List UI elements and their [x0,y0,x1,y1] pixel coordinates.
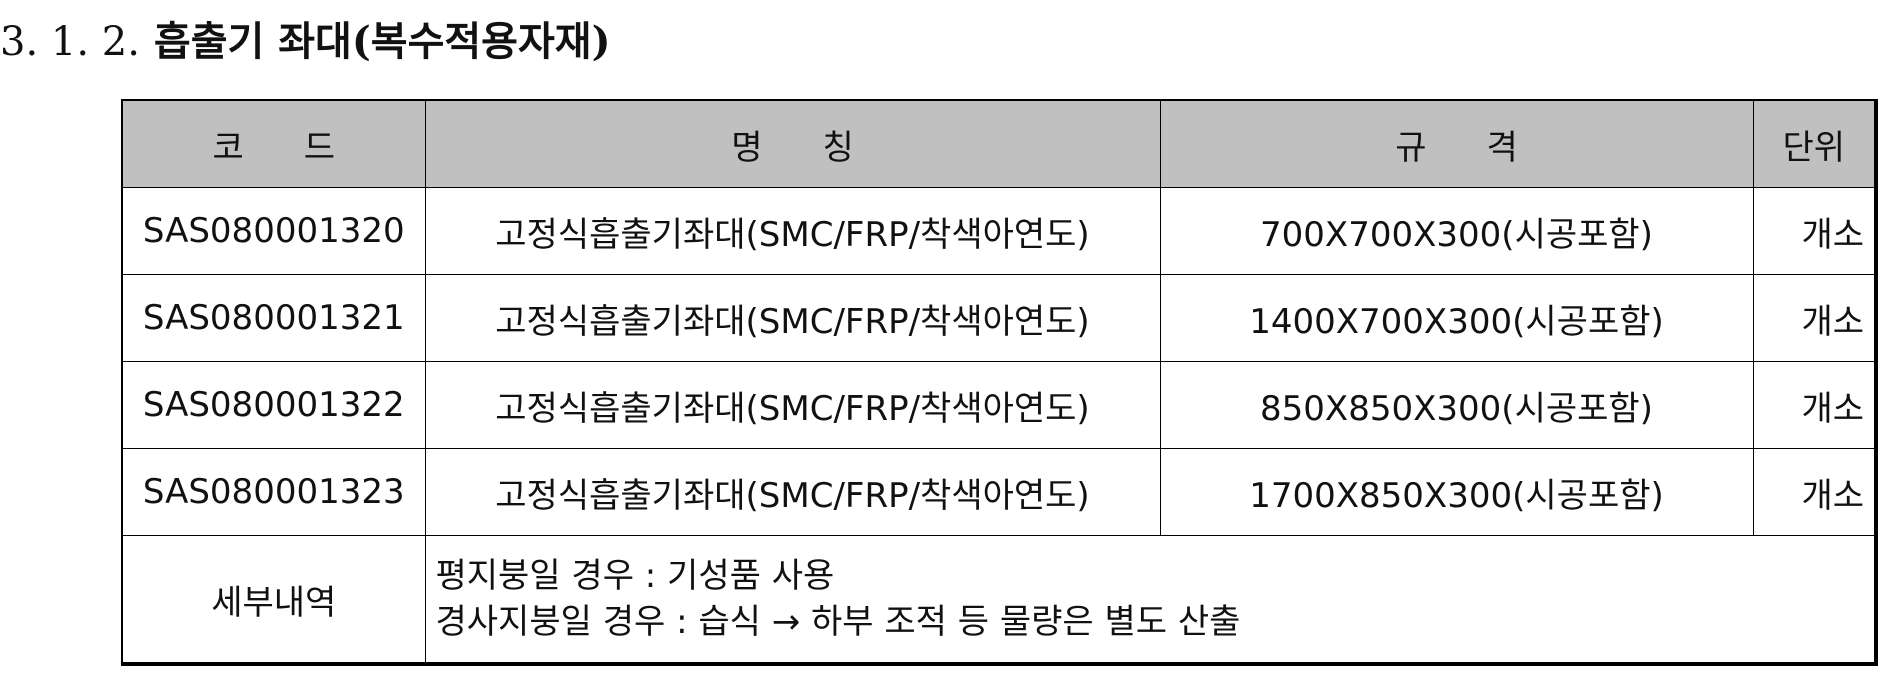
section-heading: 3. 1. 2. 흡출기 좌대(복수적용자재) [0,12,611,72]
cell-unit: 개소 [1752,361,1877,449]
section-number: 3. 1. 2. [0,19,140,65]
cell-code: SAS080001323 [121,448,426,536]
cell-unit: 개소 [1752,448,1877,536]
header-unit: 단위 [1752,99,1877,188]
cell-name: 고정식흡출기좌대(SMC/FRP/착색아연도) [424,274,1161,362]
detail-row: 세부내역 평지붕일 경우 : 기성품 사용 경사지붕일 경우 : 습식 → 하부… [121,535,1877,665]
cell-code: SAS080001322 [121,361,426,449]
cell-spec: 700X700X300(시공포함) [1159,187,1754,275]
detail-line: 경사지붕일 경우 : 습식 → 하부 조적 등 물량은 별도 산출 [435,602,1241,642]
table-row: SAS080001322 고정식흡출기좌대(SMC/FRP/착색아연도) 850… [121,361,1877,449]
cell-code: SAS080001321 [121,274,426,362]
cell-name: 고정식흡출기좌대(SMC/FRP/착색아연도) [424,448,1161,536]
table-row: SAS080001321 고정식흡출기좌대(SMC/FRP/착색아연도) 140… [121,274,1877,362]
detail-content: 평지붕일 경우 : 기성품 사용 경사지붕일 경우 : 습식 → 하부 조적 등… [424,535,1877,665]
cell-code: SAS080001320 [121,187,426,275]
detail-line: 평지붕일 경우 : 기성품 사용 [435,556,835,596]
table-row: SAS080001323 고정식흡출기좌대(SMC/FRP/착색아연도) 170… [121,448,1877,536]
detail-label: 세부내역 [121,535,426,665]
cell-name: 고정식흡출기좌대(SMC/FRP/착색아연도) [424,187,1161,275]
cell-unit: 개소 [1752,274,1877,362]
cell-spec: 1700X850X300(시공포함) [1159,448,1754,536]
cell-spec: 1400X700X300(시공포함) [1159,274,1754,362]
cell-spec: 850X850X300(시공포함) [1159,361,1754,449]
table-row: SAS080001320 고정식흡출기좌대(SMC/FRP/착색아연도) 700… [121,187,1877,275]
section-title: 흡출기 좌대(복수적용자재) [153,18,611,65]
cell-unit: 개소 [1752,187,1877,275]
cell-name: 고정식흡출기좌대(SMC/FRP/착색아연도) [424,361,1161,449]
